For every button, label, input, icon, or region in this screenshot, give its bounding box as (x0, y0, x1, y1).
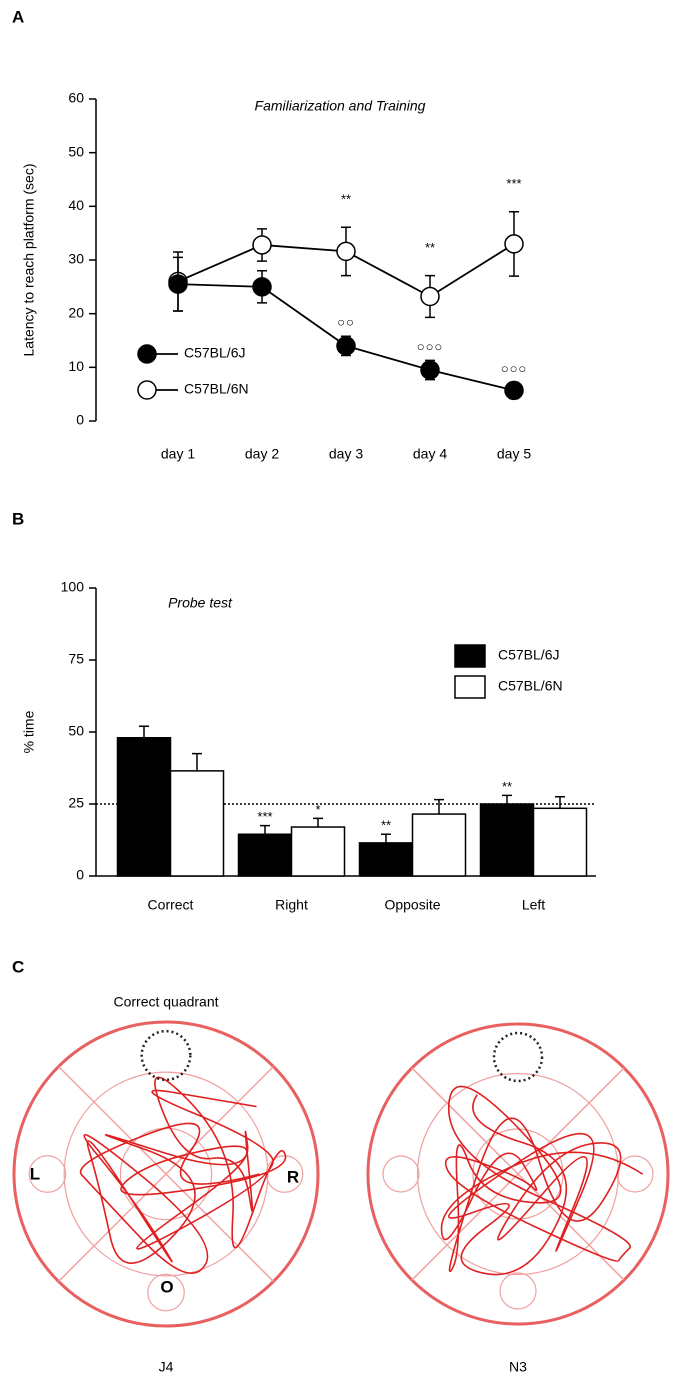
bar (237, 833, 293, 877)
significance: * (315, 802, 320, 817)
legend-label: C57BL/6N (498, 678, 563, 694)
y-tick-label: 40 (68, 197, 84, 213)
chart-title: Familiarization and Training (255, 98, 426, 114)
y-tick-label: 30 (68, 251, 84, 267)
bar (411, 813, 467, 877)
legend-swatch (454, 644, 486, 668)
point (420, 286, 440, 307)
significance: ** (502, 779, 512, 794)
y-tick-label: 100 (61, 579, 85, 595)
point (336, 336, 356, 356)
legend-label: C57BL/6J (498, 647, 559, 663)
swim-path (440, 1085, 643, 1276)
point (504, 380, 524, 401)
legend-marker (137, 380, 157, 400)
error-bar (139, 725, 149, 738)
panel-label: B (12, 509, 24, 528)
platform (492, 1031, 544, 1083)
y-tick-label: 25 (68, 795, 84, 811)
y-tick-label: 50 (68, 143, 84, 159)
y-tick-label: 75 (68, 651, 84, 667)
arena-spot (147, 1273, 185, 1312)
legend-label: C57BL/6N (184, 381, 249, 397)
panel-label: A (12, 7, 24, 26)
panel-label: C (12, 957, 24, 976)
bar (532, 807, 588, 877)
arena-spot (616, 1155, 654, 1193)
arena (366, 1022, 670, 1326)
legend-marker (137, 344, 157, 364)
arena-edge (366, 1022, 670, 1326)
y-tick-label: 60 (68, 90, 84, 106)
error-bar (502, 794, 512, 804)
y-tick-label: 10 (68, 358, 84, 374)
quadrant-label: L (30, 1164, 40, 1183)
error-bar (260, 824, 270, 835)
significance: ** (381, 818, 391, 833)
significance: ** (425, 240, 435, 255)
arena-divider (411, 1067, 625, 1281)
significance: ** (341, 192, 351, 207)
error-bar (381, 833, 391, 843)
point (252, 235, 272, 255)
legend-swatch (454, 675, 486, 699)
quadrant-label: O (160, 1277, 173, 1296)
track-title: Correct quadrant (113, 994, 218, 1010)
significance: *** (506, 176, 521, 191)
point (252, 277, 272, 297)
bar (358, 842, 414, 877)
arena-edge (12, 1020, 320, 1328)
x-tick-label: day 4 (413, 446, 447, 462)
error-bar (555, 796, 565, 809)
bar (169, 770, 225, 877)
bar (479, 803, 535, 877)
significance: ○○ (337, 315, 355, 330)
point (168, 274, 188, 294)
track-name: J4 (159, 1359, 174, 1375)
point (504, 234, 524, 254)
x-tick-label: Opposite (384, 897, 440, 913)
x-tick-label: Correct (148, 897, 194, 913)
y-tick-label: 0 (76, 412, 84, 428)
y-tick-label: 50 (68, 723, 84, 739)
y-axis-label: % time (21, 710, 37, 753)
significance: ○○○ (501, 361, 528, 376)
chart-title: Probe test (168, 595, 233, 611)
x-tick-label: Left (522, 897, 545, 913)
arena-divider (57, 1065, 275, 1283)
significance: *** (257, 809, 272, 824)
x-tick-label: day 3 (329, 446, 363, 462)
arena-spot (382, 1155, 420, 1193)
error-bar (192, 752, 202, 771)
legend-label: C57BL/6J (184, 345, 245, 361)
arena-ring (416, 1072, 620, 1276)
error-bar (434, 798, 444, 815)
quadrant-label: R (287, 1167, 299, 1186)
swim-path (79, 1076, 287, 1274)
y-tick-label: 0 (76, 867, 84, 883)
bar (116, 737, 172, 877)
arena (12, 1020, 320, 1328)
error-bar (313, 817, 323, 828)
x-tick-label: day 1 (161, 446, 195, 462)
arena-spot (499, 1272, 537, 1310)
platform (140, 1029, 192, 1082)
bar (290, 826, 346, 877)
y-axis-label: Latency to reach platform (sec) (21, 164, 37, 357)
y-tick-label: 20 (68, 304, 84, 320)
point (336, 241, 356, 262)
x-tick-label: day 5 (497, 446, 531, 462)
significance: ○○○ (417, 339, 444, 354)
arena-spot (28, 1155, 67, 1193)
x-tick-label: day 2 (245, 446, 279, 462)
track-name: N3 (509, 1359, 527, 1375)
x-tick-label: Right (275, 897, 308, 913)
point (420, 360, 440, 380)
